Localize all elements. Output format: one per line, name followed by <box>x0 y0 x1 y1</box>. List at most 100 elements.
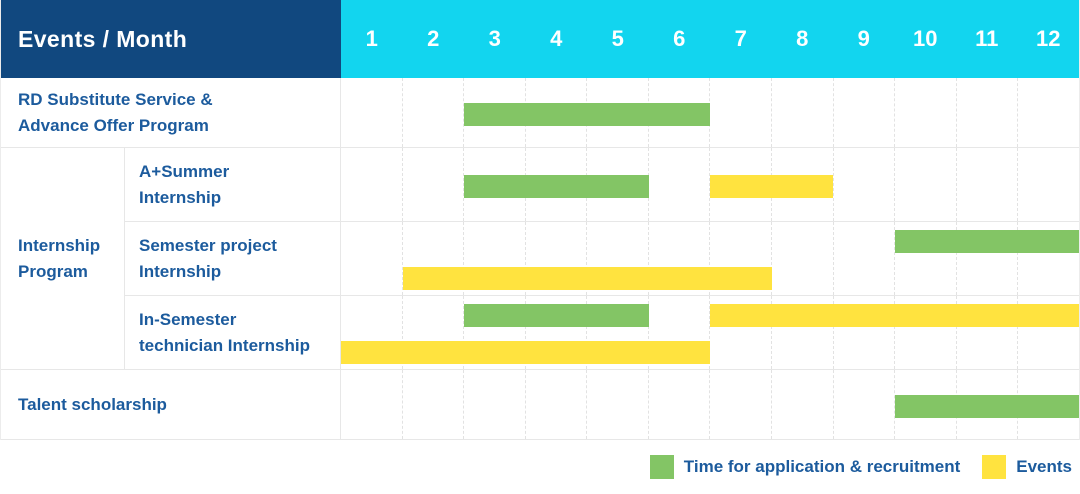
month-header-cell: 11 <box>975 26 999 51</box>
group-label-internship-program: Internship Program <box>1 148 125 369</box>
month-header-cell: 8 <box>796 26 809 51</box>
group-label-line: Program <box>18 261 88 281</box>
month-grid-column <box>647 296 710 369</box>
gantt-chart-cell <box>341 222 1079 295</box>
month-grid-column <box>341 78 402 147</box>
gantt-chart-cell <box>341 78 1079 147</box>
month-grid-column <box>894 78 956 147</box>
month-grid-column <box>341 148 402 221</box>
month-grid-column <box>832 222 895 295</box>
subrow-label: In-Semester technician Internship <box>125 296 341 369</box>
table-header-row: Events / Month 1 2 3 4 5 6 7 8 9 10 11 12 <box>1 0 1079 78</box>
gantt-bar-recruitment <box>464 103 710 127</box>
row-label-line: Talent scholarship <box>18 394 167 414</box>
gantt-bar-event <box>710 304 1079 328</box>
month-grid-column <box>832 296 895 369</box>
table-row: Talent scholarship <box>1 370 1079 440</box>
subrow-label: Semester project Internship <box>125 222 341 295</box>
legend-label: Time for application & recruitment <box>683 457 961 476</box>
month-header-cell: 12 <box>1036 26 1061 51</box>
month-header-cell: 7 <box>734 26 747 51</box>
month-grid-column <box>341 370 402 439</box>
chart-legend: Time for application & recruitment Events <box>0 440 1080 494</box>
month-grid-column <box>647 148 710 221</box>
table-body: RD Substitute Service & Advance Offer Pro… <box>1 78 1079 440</box>
month-grid-column <box>586 296 648 369</box>
gantt-bar-recruitment <box>464 304 649 328</box>
month-grid-column <box>894 148 956 221</box>
month-header-cell: 5 <box>611 26 624 51</box>
month-grid-column <box>647 222 710 295</box>
gantt-bar-event <box>710 175 833 199</box>
month-grid-column <box>586 222 648 295</box>
table-group-row: Internship Program A+Summer Internship Semes… <box>1 148 1079 370</box>
month-header-cell: 1 <box>365 26 378 51</box>
month-grid-column <box>1017 296 1079 369</box>
month-header-cell: 9 <box>857 26 870 51</box>
month-grid-column <box>955 222 1018 295</box>
month-grid-column <box>894 296 956 369</box>
month-grid-column <box>955 148 1018 221</box>
month-grid-column <box>709 370 771 439</box>
month-grid-column <box>955 296 1018 369</box>
month-header-strip: 1 2 3 4 5 6 7 8 9 10 11 12 <box>341 0 1079 78</box>
month-grid-column <box>401 296 464 369</box>
legend-swatch-recruitment <box>649 455 674 479</box>
month-grid-column <box>709 222 771 295</box>
legend-label: Events <box>1016 457 1072 476</box>
month-grid-column <box>401 370 464 439</box>
month-grid-column <box>1017 222 1079 295</box>
month-header-cell: 3 <box>488 26 501 51</box>
legend-item-event: Events <box>982 455 1072 479</box>
month-grid-column <box>709 148 771 221</box>
gantt-chart-cell <box>341 148 1079 221</box>
gantt-chart-cell <box>341 370 1079 439</box>
month-grid-column <box>524 370 587 439</box>
subrow-label-line: A+Summer <box>139 161 230 181</box>
subrow-label-line: Internship <box>139 261 222 281</box>
month-header-cell: 4 <box>550 26 563 51</box>
month-grid-column <box>341 222 402 295</box>
month-grid-column <box>709 78 771 147</box>
month-grid-column <box>586 370 648 439</box>
month-grid-column <box>463 148 525 221</box>
legend-item-recruitment: Time for application & recruitment <box>649 455 961 479</box>
table-subrow: In-Semester technician Internship <box>125 295 1079 369</box>
table-subrow: A+Summer Internship <box>125 148 1079 221</box>
gantt-bar-event <box>402 266 772 290</box>
month-grid-column <box>463 222 525 295</box>
month-grid-column <box>463 78 525 147</box>
month-header-cell: 10 <box>913 26 938 51</box>
corner-header-cell: Events / Month <box>1 0 341 78</box>
month-grid-column <box>771 222 833 295</box>
subrow-label-line: In-Semester <box>139 309 237 329</box>
group-label-line: Internship <box>18 235 101 255</box>
month-grid-column <box>771 78 833 147</box>
subrow-label-line: Internship <box>139 187 222 207</box>
month-grid-column <box>709 296 771 369</box>
month-grid-column <box>463 296 525 369</box>
row-label: RD Substitute Service & Advance Offer Pro… <box>1 78 341 147</box>
table-row: RD Substitute Service & Advance Offer Pro… <box>1 78 1079 148</box>
gantt-bar-recruitment <box>894 230 1079 254</box>
month-grid-column <box>771 296 833 369</box>
month-grid-column <box>463 370 525 439</box>
gantt-chart-cell <box>341 296 1079 369</box>
month-header-cell: 2 <box>427 26 440 51</box>
table-subrow: Semester project Internship <box>125 221 1079 295</box>
legend-swatch-event <box>982 455 1007 479</box>
corner-header-label: Events / Month <box>18 25 188 52</box>
month-grid-column <box>401 148 464 221</box>
month-grid-column <box>894 222 956 295</box>
month-grid-column <box>401 78 464 147</box>
month-header-cell: 6 <box>673 26 686 51</box>
row-label-line: Advance Offer Program <box>18 115 209 135</box>
month-grid-column <box>832 78 895 147</box>
subrow-label-line: technician Internship <box>139 335 310 355</box>
month-grid-column <box>524 222 587 295</box>
month-grid-column <box>647 370 710 439</box>
gantt-bar-recruitment <box>464 175 649 199</box>
month-grid-column <box>832 148 895 221</box>
gantt-bar-recruitment <box>894 395 1079 419</box>
